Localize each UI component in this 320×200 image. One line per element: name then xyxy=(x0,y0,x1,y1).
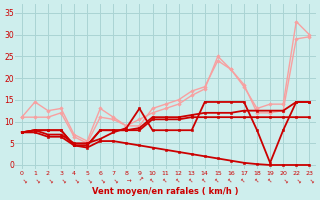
Text: ↑: ↑ xyxy=(70,177,78,184)
Text: ↑: ↑ xyxy=(175,177,182,184)
Text: ↑: ↑ xyxy=(267,177,274,184)
X-axis label: Vent moyen/en rafales ( km/h ): Vent moyen/en rafales ( km/h ) xyxy=(92,187,239,196)
Text: ↑: ↑ xyxy=(57,177,65,184)
Text: ↑: ↑ xyxy=(124,178,129,183)
Text: ↑: ↑ xyxy=(149,177,156,184)
Text: ↑: ↑ xyxy=(227,177,235,184)
Text: ↑: ↑ xyxy=(136,177,143,184)
Text: ↑: ↑ xyxy=(253,177,261,184)
Text: ↑: ↑ xyxy=(162,177,169,184)
Text: ↑: ↑ xyxy=(110,177,117,184)
Text: ↑: ↑ xyxy=(214,177,221,184)
Text: ↑: ↑ xyxy=(18,177,26,184)
Text: ↑: ↑ xyxy=(84,177,91,184)
Text: ↑: ↑ xyxy=(31,177,38,184)
Text: ↑: ↑ xyxy=(306,177,313,184)
Text: ↑: ↑ xyxy=(188,177,195,184)
Text: ↑: ↑ xyxy=(280,177,287,184)
Text: ↑: ↑ xyxy=(201,177,208,184)
Text: ↑: ↑ xyxy=(292,177,300,184)
Text: ↑: ↑ xyxy=(44,177,52,184)
Text: ↑: ↑ xyxy=(240,177,248,184)
Text: ↑: ↑ xyxy=(97,177,104,184)
